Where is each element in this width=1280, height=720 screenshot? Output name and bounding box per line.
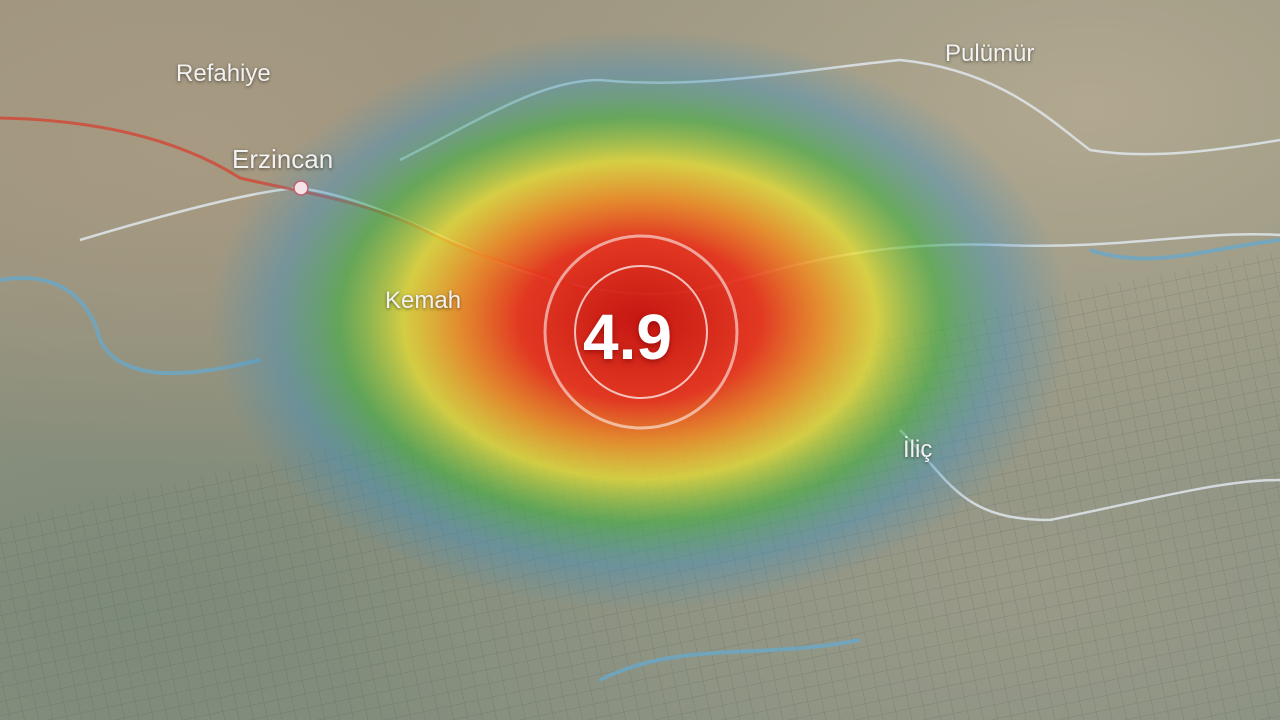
- earthquake-magnitude: 4.9: [583, 301, 672, 373]
- intensity-heatmap: [210, 30, 1070, 610]
- place-label-erzincan: Erzincan: [232, 144, 334, 174]
- epicenter-ring-outer: [543, 234, 739, 430]
- place-label-kemah: Kemah: [385, 287, 462, 314]
- river-network: [0, 238, 1280, 682]
- place-label-ilic: İliç: [903, 436, 933, 463]
- epicenter-ring-inner: [574, 265, 708, 399]
- place-label-refahiye: Refahiye: [176, 60, 271, 87]
- place-label-pulumur: Pulümür: [945, 40, 1035, 67]
- city-marker-erzincan: [293, 180, 309, 196]
